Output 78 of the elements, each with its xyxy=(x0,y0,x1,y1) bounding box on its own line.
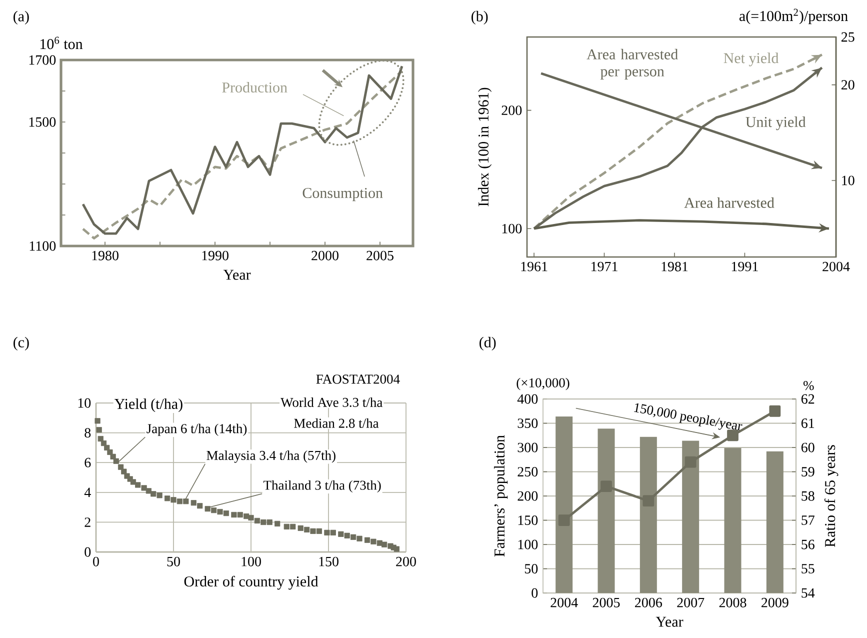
series-label: Area harvested xyxy=(684,197,774,208)
legend-label: Production xyxy=(222,82,288,93)
x-tick-label: 1991 xyxy=(732,262,758,272)
x-tick-label: 0 xyxy=(93,556,99,566)
text: (×10,000) xyxy=(516,378,570,390)
y-axis-title: Farmers’ population xyxy=(494,435,508,557)
y2-tick-label: 58 xyxy=(802,491,814,501)
y-tick-label: 10 xyxy=(78,398,91,408)
y2-tick-label: 20 xyxy=(841,80,854,90)
x-tick-label: 1971 xyxy=(591,262,618,272)
y2-tick-label: 60 xyxy=(801,442,814,452)
y-tick-label: 1700 xyxy=(29,55,56,65)
annotation: Japan 6 t/ha (14th) xyxy=(146,424,247,436)
y-tick-label: 8 xyxy=(84,428,91,438)
x-tick-label: 2006 xyxy=(635,598,662,608)
y2-tick-label: 62 xyxy=(801,394,814,404)
y-tick-label: 300 xyxy=(518,442,538,452)
y-axis-title: Index (100 in 1961) xyxy=(478,88,492,206)
text: Consumption xyxy=(302,188,383,202)
y-tick-label: 2 xyxy=(84,518,90,527)
y2-axis-title: Ratio of 65 years xyxy=(824,445,838,548)
y-tick-label: 50 xyxy=(524,564,538,574)
x-tick-label: 2007 xyxy=(677,598,704,608)
y2-tick-label: 59 xyxy=(802,467,814,476)
chart-title: (d) xyxy=(480,336,496,350)
x-tick-label: 2004 xyxy=(822,262,850,272)
y-axis-title: 10$^{6}$ ton xyxy=(40,36,83,50)
y2-tick-label: 25 xyxy=(841,32,854,42)
y-tick-label: 200 xyxy=(518,491,538,501)
y2-tick-label: 10 xyxy=(842,176,854,186)
x-axis-title: Year xyxy=(223,270,251,280)
x-tick-label: 2004 xyxy=(550,598,578,608)
y-tick-label: 0 xyxy=(84,547,91,557)
annotation: World Ave 3.3 t/ha xyxy=(280,397,382,408)
x-tick-label: 1980 xyxy=(92,250,118,260)
y2-tick-label: 56 xyxy=(802,540,814,550)
x-tick-label: 50 xyxy=(167,556,180,566)
series-label: Area harvested per person xyxy=(586,48,678,80)
y-tick-label: 6 xyxy=(84,458,91,468)
chart-title: (c) xyxy=(14,336,29,350)
annotation: 150,000 people/year xyxy=(634,403,742,430)
y-tick-label: 250 xyxy=(518,467,538,476)
x-tick-label: 1990 xyxy=(202,250,228,260)
chart-title: (a) xyxy=(14,10,29,24)
x-tick-label: 1981 xyxy=(662,262,688,272)
legend-label: Net yield xyxy=(724,52,779,66)
y-tick-label: 350 xyxy=(518,418,538,428)
y-tick-label: 1100 xyxy=(30,241,56,251)
series-label: Unit yield xyxy=(746,116,806,130)
x-tick-label: 2009 xyxy=(762,598,788,608)
x-axis-title: Order of country yield xyxy=(184,576,318,590)
x-tick-label: 2000 xyxy=(312,250,338,260)
y-tick-label: 1500 xyxy=(29,117,56,127)
x-axis-title: Year xyxy=(656,616,684,627)
y-tick-label: 400 xyxy=(517,394,538,404)
y-tick-label: 100 xyxy=(518,540,538,550)
y2-tick-label: 54 xyxy=(802,588,815,598)
annotation: Malaysia 3.4 t/ha (57th) xyxy=(206,450,336,463)
annotation: Thailand 3 t/ha (73th) xyxy=(264,480,381,493)
text: % xyxy=(803,380,814,390)
x-tick-label: 150 xyxy=(319,556,338,566)
y-tick-label: 4 xyxy=(84,488,91,498)
y2-tick-label: 61 xyxy=(801,418,814,428)
y-tick-label: 0 xyxy=(532,588,538,598)
y-tick-label: 150 xyxy=(518,516,538,525)
text: FAOSTAT2004 xyxy=(316,374,400,384)
x-tick-label: 200 xyxy=(396,556,416,566)
x-tick-label: 2005 xyxy=(592,598,620,608)
y2-tick-label: 57 xyxy=(802,516,814,525)
chart-title: (b) xyxy=(472,10,488,24)
y-axis-title: Yield (t/ha) xyxy=(114,398,182,412)
y2-tick-label: 55 xyxy=(802,564,814,574)
annotation: Median 2.8 t/ha xyxy=(294,418,379,428)
x-tick-label: 100 xyxy=(242,556,261,566)
x-tick-label: 1961 xyxy=(521,262,548,272)
x-tick-label: 2008 xyxy=(719,598,746,608)
y2-axis-title: a(=100m$^{2}$)/person xyxy=(739,8,848,24)
x-tick-label: 2005 xyxy=(366,250,394,260)
